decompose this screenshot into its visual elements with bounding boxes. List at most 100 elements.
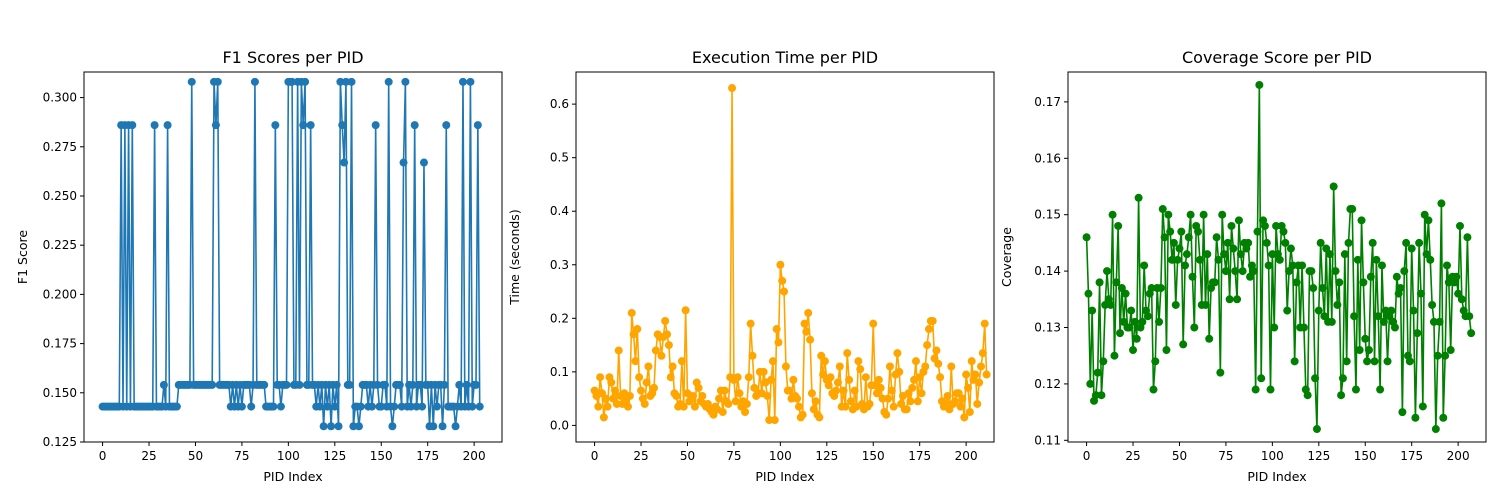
data-point xyxy=(1318,284,1327,293)
data-point xyxy=(1236,250,1245,259)
data-point xyxy=(1088,306,1097,315)
data-point xyxy=(276,402,285,411)
data-point xyxy=(1101,300,1110,309)
data-point xyxy=(1396,284,1405,293)
data-point xyxy=(594,402,603,411)
data-point xyxy=(1439,413,1448,422)
data-point xyxy=(1400,267,1409,276)
data-point xyxy=(250,77,259,86)
data-point xyxy=(960,413,969,422)
x-axis-label: PID Index xyxy=(1247,469,1306,484)
data-point xyxy=(627,308,636,317)
data-point xyxy=(885,362,894,371)
data-point xyxy=(748,351,757,360)
data-point xyxy=(1288,261,1297,270)
data-point xyxy=(301,77,310,86)
data-point xyxy=(768,357,777,366)
data-point xyxy=(471,380,480,389)
chart-coverage-score: Coverage Score per PID PID Index Coverag… xyxy=(999,48,1487,484)
data-point xyxy=(874,375,883,384)
data-point xyxy=(1093,368,1102,377)
data-point xyxy=(345,380,354,389)
data-point xyxy=(1426,255,1435,264)
data-point xyxy=(399,158,408,167)
x-tick-label: 50 xyxy=(188,449,203,463)
data-point xyxy=(1281,238,1290,247)
data-point xyxy=(1283,306,1292,315)
y-axis-label: Coverage xyxy=(999,227,1014,287)
data-point xyxy=(1246,272,1255,281)
data-point xyxy=(390,402,399,411)
y-tick-label: 0.275 xyxy=(43,140,77,154)
data-point xyxy=(1383,357,1392,366)
x-axis-label: PID Index xyxy=(755,469,814,484)
data-point xyxy=(1363,357,1372,366)
data-point xyxy=(1285,267,1294,276)
data-point xyxy=(1286,244,1295,253)
data-point xyxy=(163,121,172,130)
chart-title: F1 Scores per PID xyxy=(222,48,363,67)
data-point xyxy=(475,402,484,411)
x-tick-label: 50 xyxy=(680,449,695,463)
data-point xyxy=(1175,244,1184,253)
y-tick-label: 0.11 xyxy=(1034,433,1061,447)
data-point xyxy=(323,402,332,411)
data-point xyxy=(666,373,675,382)
data-point xyxy=(429,422,438,431)
data-point xyxy=(833,378,842,387)
data-point xyxy=(347,77,356,86)
data-point xyxy=(388,422,397,431)
data-point xyxy=(1255,80,1264,89)
data-point xyxy=(1164,210,1173,219)
data-point xyxy=(1182,250,1191,259)
data-point xyxy=(800,319,809,328)
data-point xyxy=(1333,300,1342,309)
data-point xyxy=(1233,295,1242,304)
data-point xyxy=(882,410,891,419)
data-point xyxy=(843,349,852,358)
data-point xyxy=(1160,233,1169,242)
data-point xyxy=(861,373,870,382)
y-tick-label: 0.125 xyxy=(43,435,77,449)
data-point xyxy=(1188,272,1197,281)
y-tick-label: 0.200 xyxy=(43,287,77,301)
y-tick-label: 0.17 xyxy=(1034,95,1061,109)
data-point xyxy=(1359,278,1368,287)
data-point xyxy=(462,380,471,389)
data-point xyxy=(1465,312,1474,321)
y-tick-label: 0.1 xyxy=(550,365,569,379)
data-point xyxy=(804,308,813,317)
data-point xyxy=(854,357,863,366)
data-point xyxy=(349,422,358,431)
data-point xyxy=(807,389,816,398)
data-point xyxy=(1368,238,1377,247)
data-point xyxy=(1314,306,1323,315)
x-tick-label: 75 xyxy=(1218,449,1233,463)
x-tick-label: 50 xyxy=(1172,449,1187,463)
data-point xyxy=(1214,255,1223,264)
data-point xyxy=(1156,284,1165,293)
data-point xyxy=(603,402,612,411)
data-point xyxy=(744,373,753,382)
y-tick-label: 0.2 xyxy=(550,311,569,325)
data-point xyxy=(1190,323,1199,332)
data-point xyxy=(1446,346,1455,355)
x-tick-label: 150 xyxy=(370,449,393,463)
data-point xyxy=(963,383,972,392)
data-point xyxy=(1125,323,1134,332)
data-point xyxy=(455,380,464,389)
data-point xyxy=(419,158,428,167)
data-point xyxy=(416,380,425,389)
data-point xyxy=(1158,205,1167,214)
data-point xyxy=(917,389,926,398)
y-tick-label: 0.225 xyxy=(43,238,77,252)
data-point xyxy=(1407,244,1416,253)
data-point xyxy=(826,373,835,382)
data-point xyxy=(1420,210,1429,219)
data-point xyxy=(1441,351,1450,360)
data-point xyxy=(770,416,779,425)
data-point xyxy=(923,341,932,350)
data-point xyxy=(315,402,324,411)
data-point xyxy=(1437,199,1446,208)
data-point xyxy=(295,380,304,389)
